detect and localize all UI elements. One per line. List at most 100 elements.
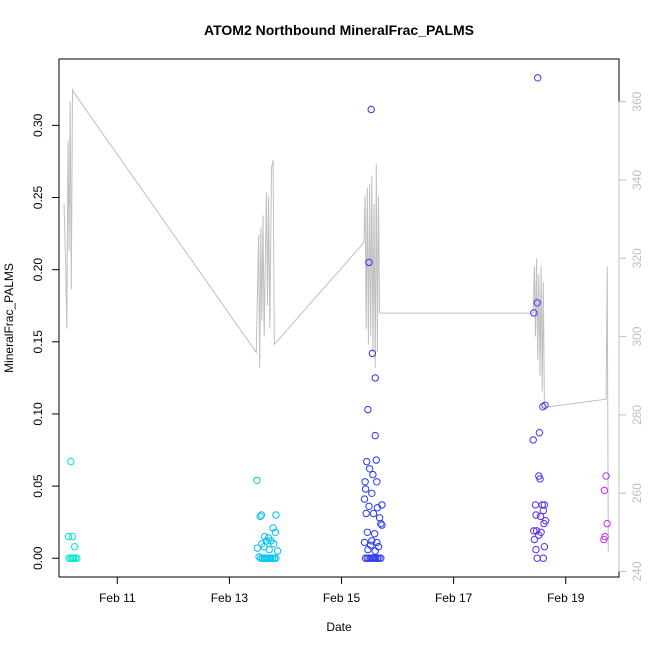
data-point <box>538 501 546 509</box>
data-point <box>375 514 384 522</box>
data-point <box>373 538 381 547</box>
data-point <box>68 532 77 541</box>
data-point <box>600 535 608 544</box>
data-point <box>536 512 545 521</box>
y2-tick-label: 340 <box>630 170 644 190</box>
data-point <box>533 554 541 562</box>
data-point <box>529 436 537 444</box>
data-point <box>272 511 280 519</box>
data-point <box>371 431 379 440</box>
data-point <box>271 528 280 536</box>
data-point <box>374 543 383 551</box>
data-point <box>363 528 371 536</box>
y2-tick-label: 280 <box>630 405 644 425</box>
data-point <box>360 538 369 547</box>
data-point <box>370 530 379 538</box>
data-point <box>369 470 377 479</box>
data-point <box>540 519 548 528</box>
data-point <box>530 309 538 317</box>
data-point <box>273 547 282 555</box>
data-point <box>373 504 382 512</box>
data-point <box>364 545 372 554</box>
y2-tick-label: 300 <box>630 326 644 346</box>
data-point <box>539 403 547 411</box>
y-axis-label: MineralFrac_PALMS <box>2 263 16 373</box>
y-tick-label: 0.05 <box>31 474 45 498</box>
x-tick-label: Feb 19 <box>547 591 585 605</box>
data-point <box>377 554 385 562</box>
data-point <box>368 489 376 497</box>
data-point <box>371 374 379 382</box>
data-point <box>265 545 273 554</box>
data-point <box>270 540 278 548</box>
data-point <box>360 495 369 503</box>
data-point <box>530 535 539 544</box>
x-tick-label: Feb 11 <box>99 591 136 605</box>
y2-tick-label: 240 <box>630 561 644 581</box>
y-tick-label: 0.20 <box>31 258 45 282</box>
x-axis-label: Date <box>326 620 352 634</box>
data-point <box>530 527 538 535</box>
y2-tick-label: 320 <box>630 248 644 268</box>
y2-series-line-layer <box>63 88 609 552</box>
data-point <box>600 486 609 495</box>
data-point <box>261 532 269 541</box>
y2-tick-label: 360 <box>630 91 644 111</box>
data-point <box>540 501 549 509</box>
data-point <box>602 472 610 480</box>
data-point <box>539 506 547 515</box>
data-point <box>64 532 73 541</box>
data-point <box>534 74 542 82</box>
y-axis: 0.00 0.05 0.10 0.15 0.20 0.25 0.30 <box>31 113 60 570</box>
y-tick-label: 0.25 <box>31 186 45 210</box>
data-point <box>253 476 261 484</box>
data-point <box>365 258 373 267</box>
data-point <box>533 299 541 307</box>
data-point <box>378 521 386 529</box>
data-point <box>67 457 75 466</box>
data-point <box>361 485 370 493</box>
data-point <box>256 512 264 521</box>
data-point <box>369 509 378 518</box>
data-point <box>73 554 81 562</box>
data-point <box>540 543 549 551</box>
y2-tick-label: 260 <box>630 483 644 503</box>
data-point <box>368 349 377 358</box>
data-point <box>377 519 385 528</box>
data-point <box>71 543 79 551</box>
data-point <box>361 478 369 486</box>
y-tick-label: 0.10 <box>31 402 45 426</box>
data-point <box>536 475 544 483</box>
y-tick-label: 0.00 <box>31 546 45 570</box>
data-point <box>364 405 372 414</box>
data-point <box>535 531 543 539</box>
data-point <box>372 456 380 464</box>
data-point <box>255 553 263 561</box>
data-point <box>365 465 374 473</box>
data-point <box>367 105 375 114</box>
data-point <box>272 554 280 562</box>
data-point <box>539 554 547 562</box>
x-axis: Feb 11 Feb 13 Feb 15 Feb 17 Feb 19 <box>99 576 585 605</box>
data-point <box>368 537 376 545</box>
data-point <box>531 501 540 509</box>
y2-axis-right: 240 260 280 300 320 340 360 <box>618 91 644 582</box>
data-point <box>365 502 373 510</box>
y2-series-line <box>63 88 609 552</box>
data-points-layer <box>64 74 611 562</box>
data-point <box>541 401 549 409</box>
x-tick-label: Feb 17 <box>435 591 473 605</box>
data-point <box>532 545 540 554</box>
chart-title: ATOM2 Northbound MineralFrac_PALMS <box>204 22 474 38</box>
data-point <box>373 478 381 486</box>
data-point <box>363 457 371 466</box>
x-tick-label: Feb 15 <box>323 591 361 605</box>
data-point <box>603 519 611 528</box>
y-tick-label: 0.30 <box>31 113 45 137</box>
x-tick-label: Feb 13 <box>211 591 249 605</box>
data-point <box>269 524 277 532</box>
data-point <box>253 544 262 552</box>
data-point <box>532 511 540 519</box>
data-point <box>535 429 544 437</box>
